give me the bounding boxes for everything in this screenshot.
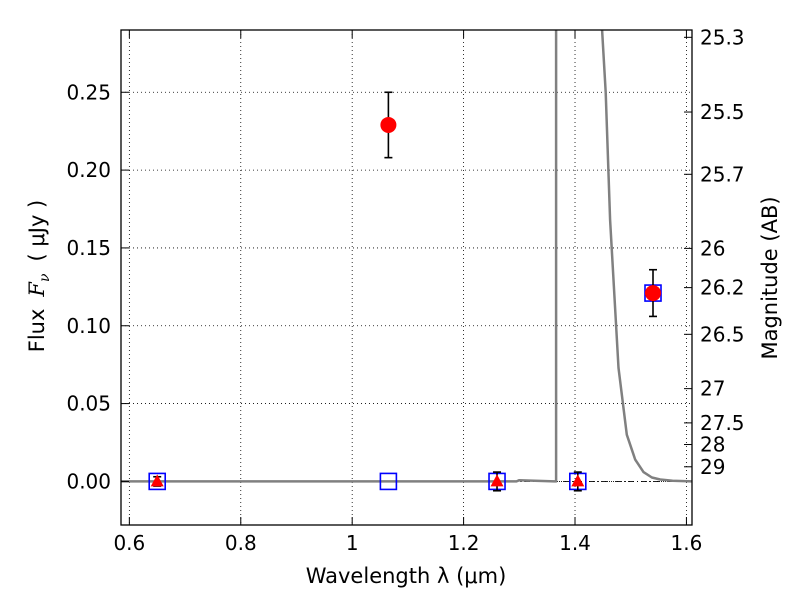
- right-tick-label: 25.7: [700, 162, 745, 186]
- x-tick-label: 1.2: [448, 531, 480, 555]
- y-tick-label: 0.15: [66, 236, 111, 260]
- right-tick-label: 29: [700, 455, 725, 479]
- right-tick-label: 27.5: [700, 411, 745, 435]
- x-tick-label: 1.4: [559, 531, 591, 555]
- x-tick-label: 0.6: [113, 531, 145, 555]
- right-axis-title: Magnitude (AB): [758, 196, 782, 359]
- x-axis-title: Wavelength λ (μm): [306, 564, 507, 588]
- axis-ticks: 0.6 0.8 1 1.2 1.4 1.6 0.00 0.05 0.10 0.15 0.20 0.25…: [66, 25, 744, 555]
- right-tick-label: 26.2: [700, 276, 745, 300]
- flux-point: [380, 116, 397, 133]
- upper-limit-triangle: [490, 474, 504, 487]
- spectrum-line: [121, 30, 692, 483]
- model-square-marker: [379, 472, 398, 491]
- right-tick-label: 26.5: [700, 322, 745, 346]
- y-tick-label: 0.20: [66, 158, 111, 182]
- y-axis-title: FluxFν( μJy ): [25, 200, 53, 352]
- model-square-marker: [148, 472, 167, 491]
- y-tick-label: 0.25: [66, 80, 111, 104]
- right-tick-label: 26: [700, 236, 725, 260]
- y-tick-label: 0.10: [66, 314, 111, 338]
- right-tick-label: 25.5: [700, 100, 745, 124]
- x-tick-label: 1.6: [671, 531, 703, 555]
- upper-limit-triangle: [150, 474, 164, 487]
- x-tick-label: 0.8: [225, 531, 257, 555]
- right-tick-label: 28: [700, 433, 725, 457]
- right-tick-label: 27: [700, 377, 725, 401]
- flux-point: [645, 285, 662, 302]
- x-tick-label: 1: [346, 531, 359, 555]
- y-tick-label: 0.00: [66, 469, 111, 493]
- plot-frame: [120, 29, 693, 526]
- grid-lines: [121, 30, 692, 525]
- model-spectrum: [121, 30, 692, 483]
- right-tick-label: 25.3: [700, 25, 745, 49]
- data-markers: [148, 91, 662, 492]
- y-tick-label: 0.05: [66, 392, 111, 416]
- upper-limit-triangle: [571, 474, 585, 487]
